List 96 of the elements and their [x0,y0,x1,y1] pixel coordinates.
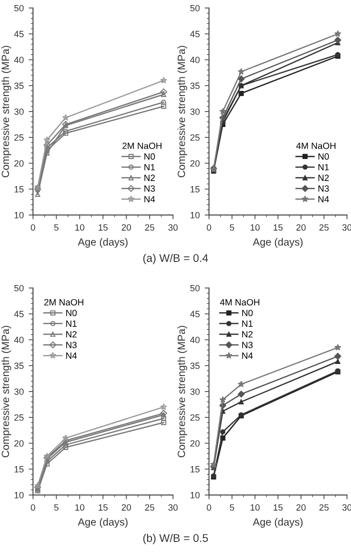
legend-label: N0 [318,153,329,160]
legend-label: N3 [66,342,77,348]
y-tick-label: 35 [14,362,24,369]
y-tick-label: 30 [14,388,24,395]
legend-label: N3 [318,185,329,192]
y-tick-label: 30 [190,388,200,395]
legend-title: 2M NaOH [44,299,84,306]
legend-label: N3 [242,342,253,348]
legend-label: N1 [66,320,77,327]
legend-label: N4 [144,196,155,202]
y-axis-title: Compressive strength (MPa) [1,326,12,458]
y-tick-label: 40 [14,336,24,344]
y-tick-label: 45 [190,30,200,38]
y-tick-label: 35 [190,82,200,89]
text: (b) W/B = 0.5 [143,534,208,544]
y-tick-label: 20 [14,440,24,447]
y-tick-label: 25 [190,134,200,141]
y-tick-label: 35 [190,362,200,369]
legend-label: N2 [66,331,77,338]
legend-label: N4 [66,352,77,359]
x-tick-label: 10 [75,504,84,511]
legend-label: N2 [144,174,155,181]
y-tick-label: 20 [190,440,200,447]
x-tick-label: 10 [75,224,84,231]
x-tick-label: 15 [98,504,108,511]
legend-label: N0 [242,310,253,316]
x-axis-title: Age (days) [252,238,303,248]
y-tick-label: 50 [190,4,200,12]
y-tick-label: 10 [14,212,24,218]
x-tick-label: 20 [122,224,131,231]
x-tick-label: 20 [122,504,131,511]
x-tick-label: 0 [206,504,212,511]
x-tick-label: 15 [274,504,283,511]
x-tick-label: 25 [319,224,329,231]
legend-label: N4 [242,352,253,359]
x-tick-label: 5 [230,224,234,231]
x-tick-label: 5 [230,504,234,511]
y-tick-label: 40 [190,336,200,344]
x-tick-label: 10 [250,224,260,231]
y-tick-label: 15 [190,466,200,472]
x-tick-label: 30 [168,504,178,511]
y-tick-label: 35 [14,82,24,89]
legend-label: N1 [144,164,155,170]
x-tick-label: 25 [319,504,329,511]
y-axis-title: Compressive strength (MPa) [177,46,188,178]
y-axis-title: Compressive strength (MPa) [1,46,12,178]
x-tick-label: 0 [206,224,212,231]
y-tick-label: 45 [190,310,200,318]
x-tick-label: 5 [54,504,58,511]
y-tick-label: 20 [190,160,200,167]
x-axis-title: Age (days) [78,238,128,248]
y-tick-label: 10 [190,492,200,498]
text: (a) W/B = 0.4 [143,254,208,264]
legend-label: N1 [242,320,253,327]
y-tick-label: 50 [14,284,24,292]
y-tick-label: 15 [14,466,24,472]
y-tick-label: 50 [190,284,200,292]
y-tick-label: 10 [190,212,200,218]
y-tick-label: 50 [14,4,24,12]
y-tick-label: 20 [14,160,24,167]
legend-label: N4 [318,196,329,202]
x-tick-label: 0 [30,504,36,511]
x-axis-title: Age (days) [78,518,128,528]
x-tick-label: 0 [30,224,36,231]
y-tick-label: 25 [14,134,24,141]
x-axis-title: Age (days) [252,518,303,528]
y-tick-label: 45 [14,310,24,318]
legend-label: N3 [144,185,155,192]
x-tick-label: 25 [145,224,154,231]
x-tick-label: 15 [274,224,283,231]
y-tick-label: 25 [14,414,24,421]
legend-label: N2 [242,331,253,338]
legend-title: 4M NaOH [220,299,260,306]
x-tick-label: 30 [168,224,178,231]
y-tick-label: 40 [190,56,200,64]
legend-label: N1 [318,164,329,170]
x-tick-label: 5 [54,224,58,231]
x-tick-label: 20 [296,504,306,511]
x-tick-label: 15 [98,224,108,231]
x-tick-label: 20 [296,224,306,231]
y-tick-label: 30 [190,108,200,115]
x-tick-label: 25 [145,504,154,511]
y-tick-label: 25 [190,414,200,421]
y-tick-label: 40 [14,56,24,64]
y-tick-label: 45 [14,30,24,38]
y-tick-label: 15 [14,186,24,192]
x-tick-label: 10 [250,504,260,511]
y-tick-label: 10 [14,492,24,498]
legend-label: N0 [66,310,77,316]
y-tick-label: 30 [14,108,24,115]
legend-label: N0 [144,153,155,160]
y-tick-label: 15 [190,186,200,192]
legend-title: 2M NaOH [122,142,162,150]
y-axis-title: Compressive strength (MPa) [177,326,188,458]
legend-label: N2 [318,174,329,181]
legend-title: 4M NaOH [296,142,336,150]
